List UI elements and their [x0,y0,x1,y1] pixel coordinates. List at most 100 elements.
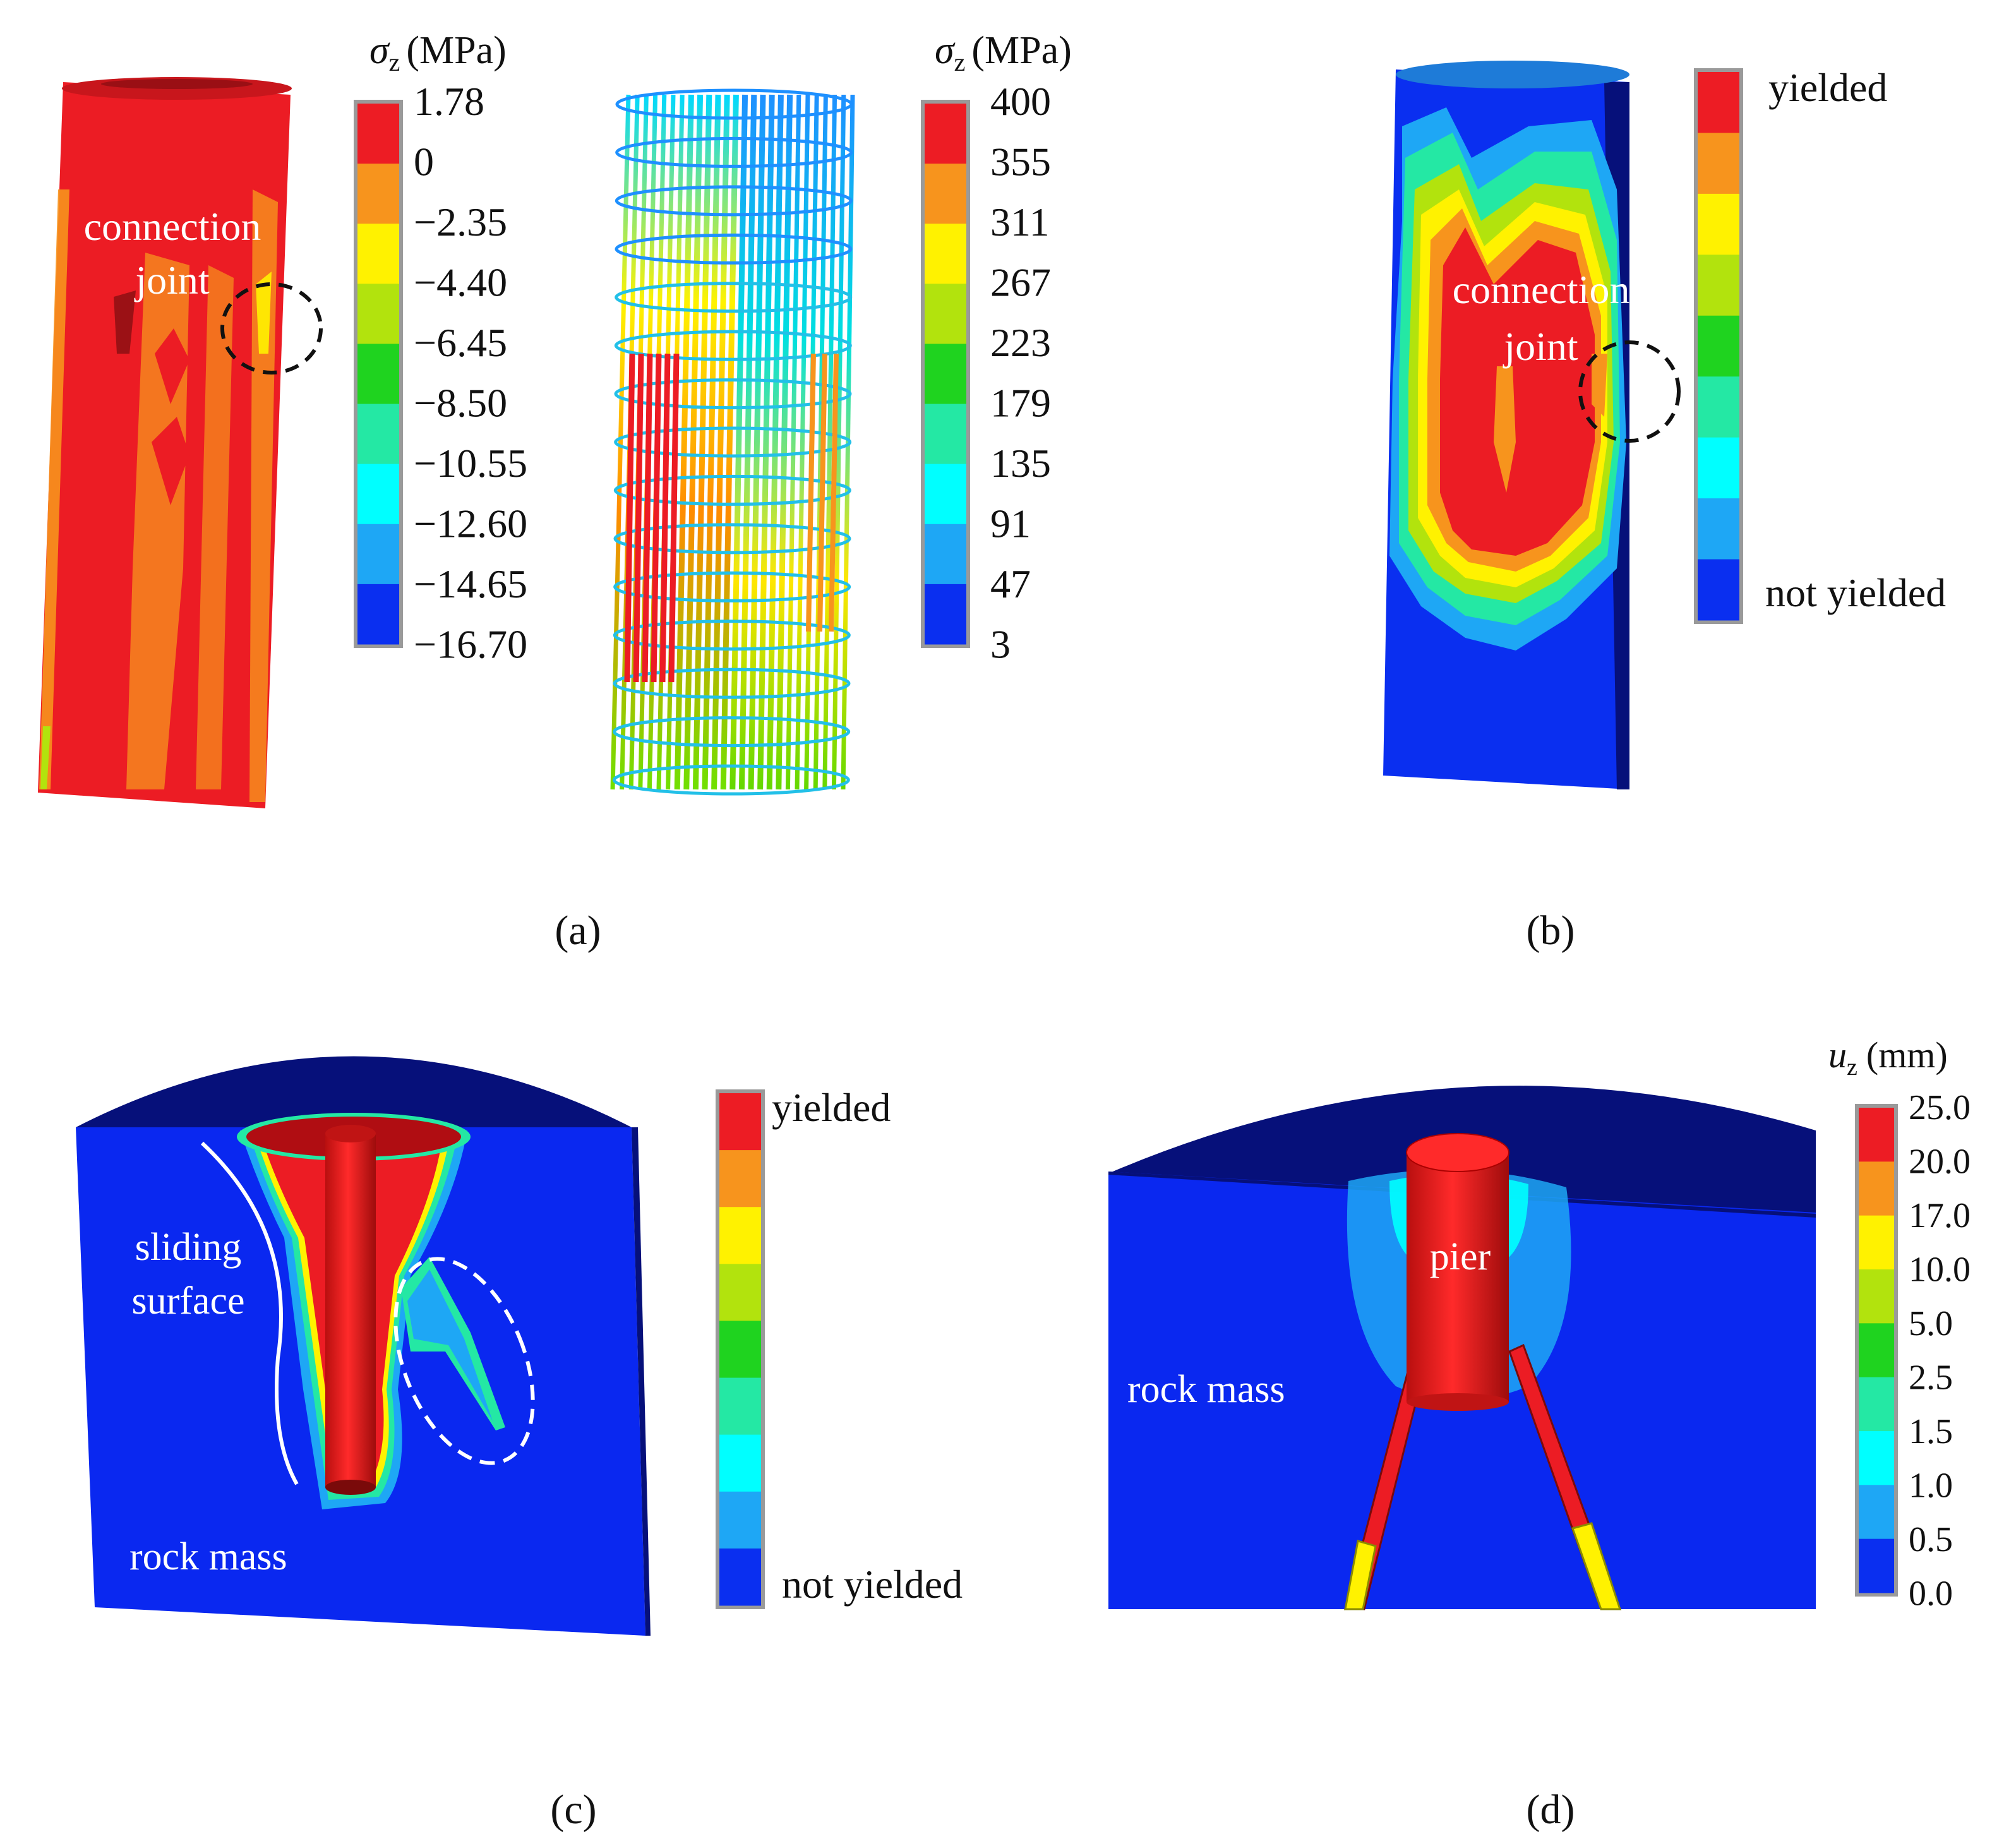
hoop [614,426,852,458]
legend-tick-label: 135 [990,441,1051,486]
legend-c-segment [719,1264,761,1321]
legend-d-segment [1859,1108,1894,1162]
hoop [613,523,851,554]
legend-c-segment [719,1377,761,1435]
hoop [613,571,851,602]
legend-tick-label: 0.5 [1909,1520,1953,1559]
longitudinal-bar [738,94,757,790]
hoop [614,330,852,361]
legend-tick-label: 223 [990,320,1051,365]
legend-tick-label: 2.5 [1909,1358,1953,1398]
legend-c-segment [719,1093,761,1151]
high-stress-bar [659,353,671,683]
yield-legend-b: yielded not yielded [1694,65,1946,624]
rock-mass-label: rock mass [129,1535,287,1578]
longitudinal-bar [729,94,748,790]
svg-text:σz(MPa): σz (MPa) [369,29,507,76]
hoop [614,378,852,410]
high-stress-bar [624,353,635,683]
legend-c-segment [719,1321,761,1379]
legend-tick-label: 267 [990,260,1051,305]
plastic-zone-column [1383,61,1629,789]
legend-tick-label: 1.0 [1909,1466,1953,1506]
legend-c-segment [719,1207,761,1264]
legend-tick-label: 91 [990,501,1031,546]
legend-tick-label: 179 [990,381,1051,426]
legend-yielded-label: yielded [772,1085,891,1130]
legend-c-segment [719,1434,761,1492]
legend-symbol: σ [369,29,390,72]
legend-tick-label: 0.0 [1909,1574,1953,1614]
hoop [613,474,851,506]
legend-tick-label: 5.0 [1909,1304,1953,1343]
legend-a1-segment [357,104,399,164]
displacement-legend: uz (mm) 25.0 20.0 17.0 10.0 5.0 2.5 1.5 1.0 0.5 0.… [1828,1034,1971,1614]
longitudinal-bar [766,94,784,790]
legend-tick-label: −14.65 [414,561,527,606]
legend-b-segment [1698,498,1739,560]
connection-joint-label-line2: joint [134,258,210,303]
legend-a2-segment [925,464,966,525]
legend-d-segment [1859,1485,1894,1540]
longitudinal-bar [702,94,721,790]
connection-joint-label-line1: connection [84,204,261,249]
hoop [615,88,853,120]
legend-tick-label: 17.0 [1909,1196,1971,1235]
legend-tick-label: 20.0 [1909,1142,1971,1182]
longitudinal-bar [683,94,704,790]
high-stress-bar [642,353,653,683]
legend-tick-label: −2.35 [414,200,507,244]
legend-unit: (mm) [1866,1034,1948,1076]
hoop [615,233,853,265]
caption-b: (b) [1527,908,1575,954]
legend-tick-label: −10.55 [414,441,527,486]
legend-tick-label: 1.5 [1909,1412,1953,1451]
legend-b-segment [1698,72,1739,133]
legend-tick-label: 47 [990,561,1031,606]
sliding-surface-line [200,1141,299,1485]
legend-a2-segment [925,584,966,645]
branch-zone-marker [393,1257,535,1465]
rock-mass-section-d [1108,1086,1816,1610]
pier-label: pier [1430,1235,1491,1278]
hoop [613,668,851,699]
steel-stress-legend: σz (MPa) 400 355 311 267 223 179 135 91 47 3 [921,29,1072,667]
legend-d-segment [1859,1323,1894,1378]
longitudinal-bar [692,94,712,790]
legend-d-segment [1859,1161,1894,1216]
sliding-surface-label-line2: surface [132,1280,245,1322]
longitudinal-bar [610,94,631,790]
legend-a2-segment [925,104,966,164]
legend-a2-segment [925,224,966,284]
sliding-surface-label-line1: sliding [135,1226,242,1269]
high-stress-bar [633,353,644,683]
hoop [615,136,853,168]
legend-b-segment [1698,315,1739,377]
legend-a1-segment [357,344,399,405]
legend-b-segment [1698,437,1739,499]
legend-a1-segment [357,584,399,645]
legend-a1-segment [357,524,399,585]
legend-tick-label: 311 [990,200,1050,244]
legend-a1-segment [357,164,399,224]
legend-d-segment [1859,1538,1894,1593]
hoop [613,716,851,748]
legend-b-segment [1698,193,1739,255]
legend-tick-label: 10.0 [1909,1250,1971,1290]
legend-subscript: z [389,48,400,76]
legend-c-segment [719,1491,761,1549]
high-stress-bar [806,353,816,632]
panel-b: connection joint yielded not yielded (b) [1383,61,1946,954]
hoop [612,764,850,796]
legend-tick-label: −8.50 [414,381,507,426]
connection-joint-label-line2: joint [1503,324,1578,369]
legend-b-segment [1698,559,1739,621]
legend-not-yielded-label: not yielded [782,1562,963,1607]
connection-joint-marker [1578,340,1681,443]
caption-c: (c) [550,1787,596,1833]
legend-tick-label: 355 [990,140,1051,184]
legend-tick-label: 0 [414,140,434,184]
longitudinal-bar [748,94,766,790]
rock-mass-label: rock mass [1127,1368,1285,1411]
legend-a2-segment [925,284,966,344]
